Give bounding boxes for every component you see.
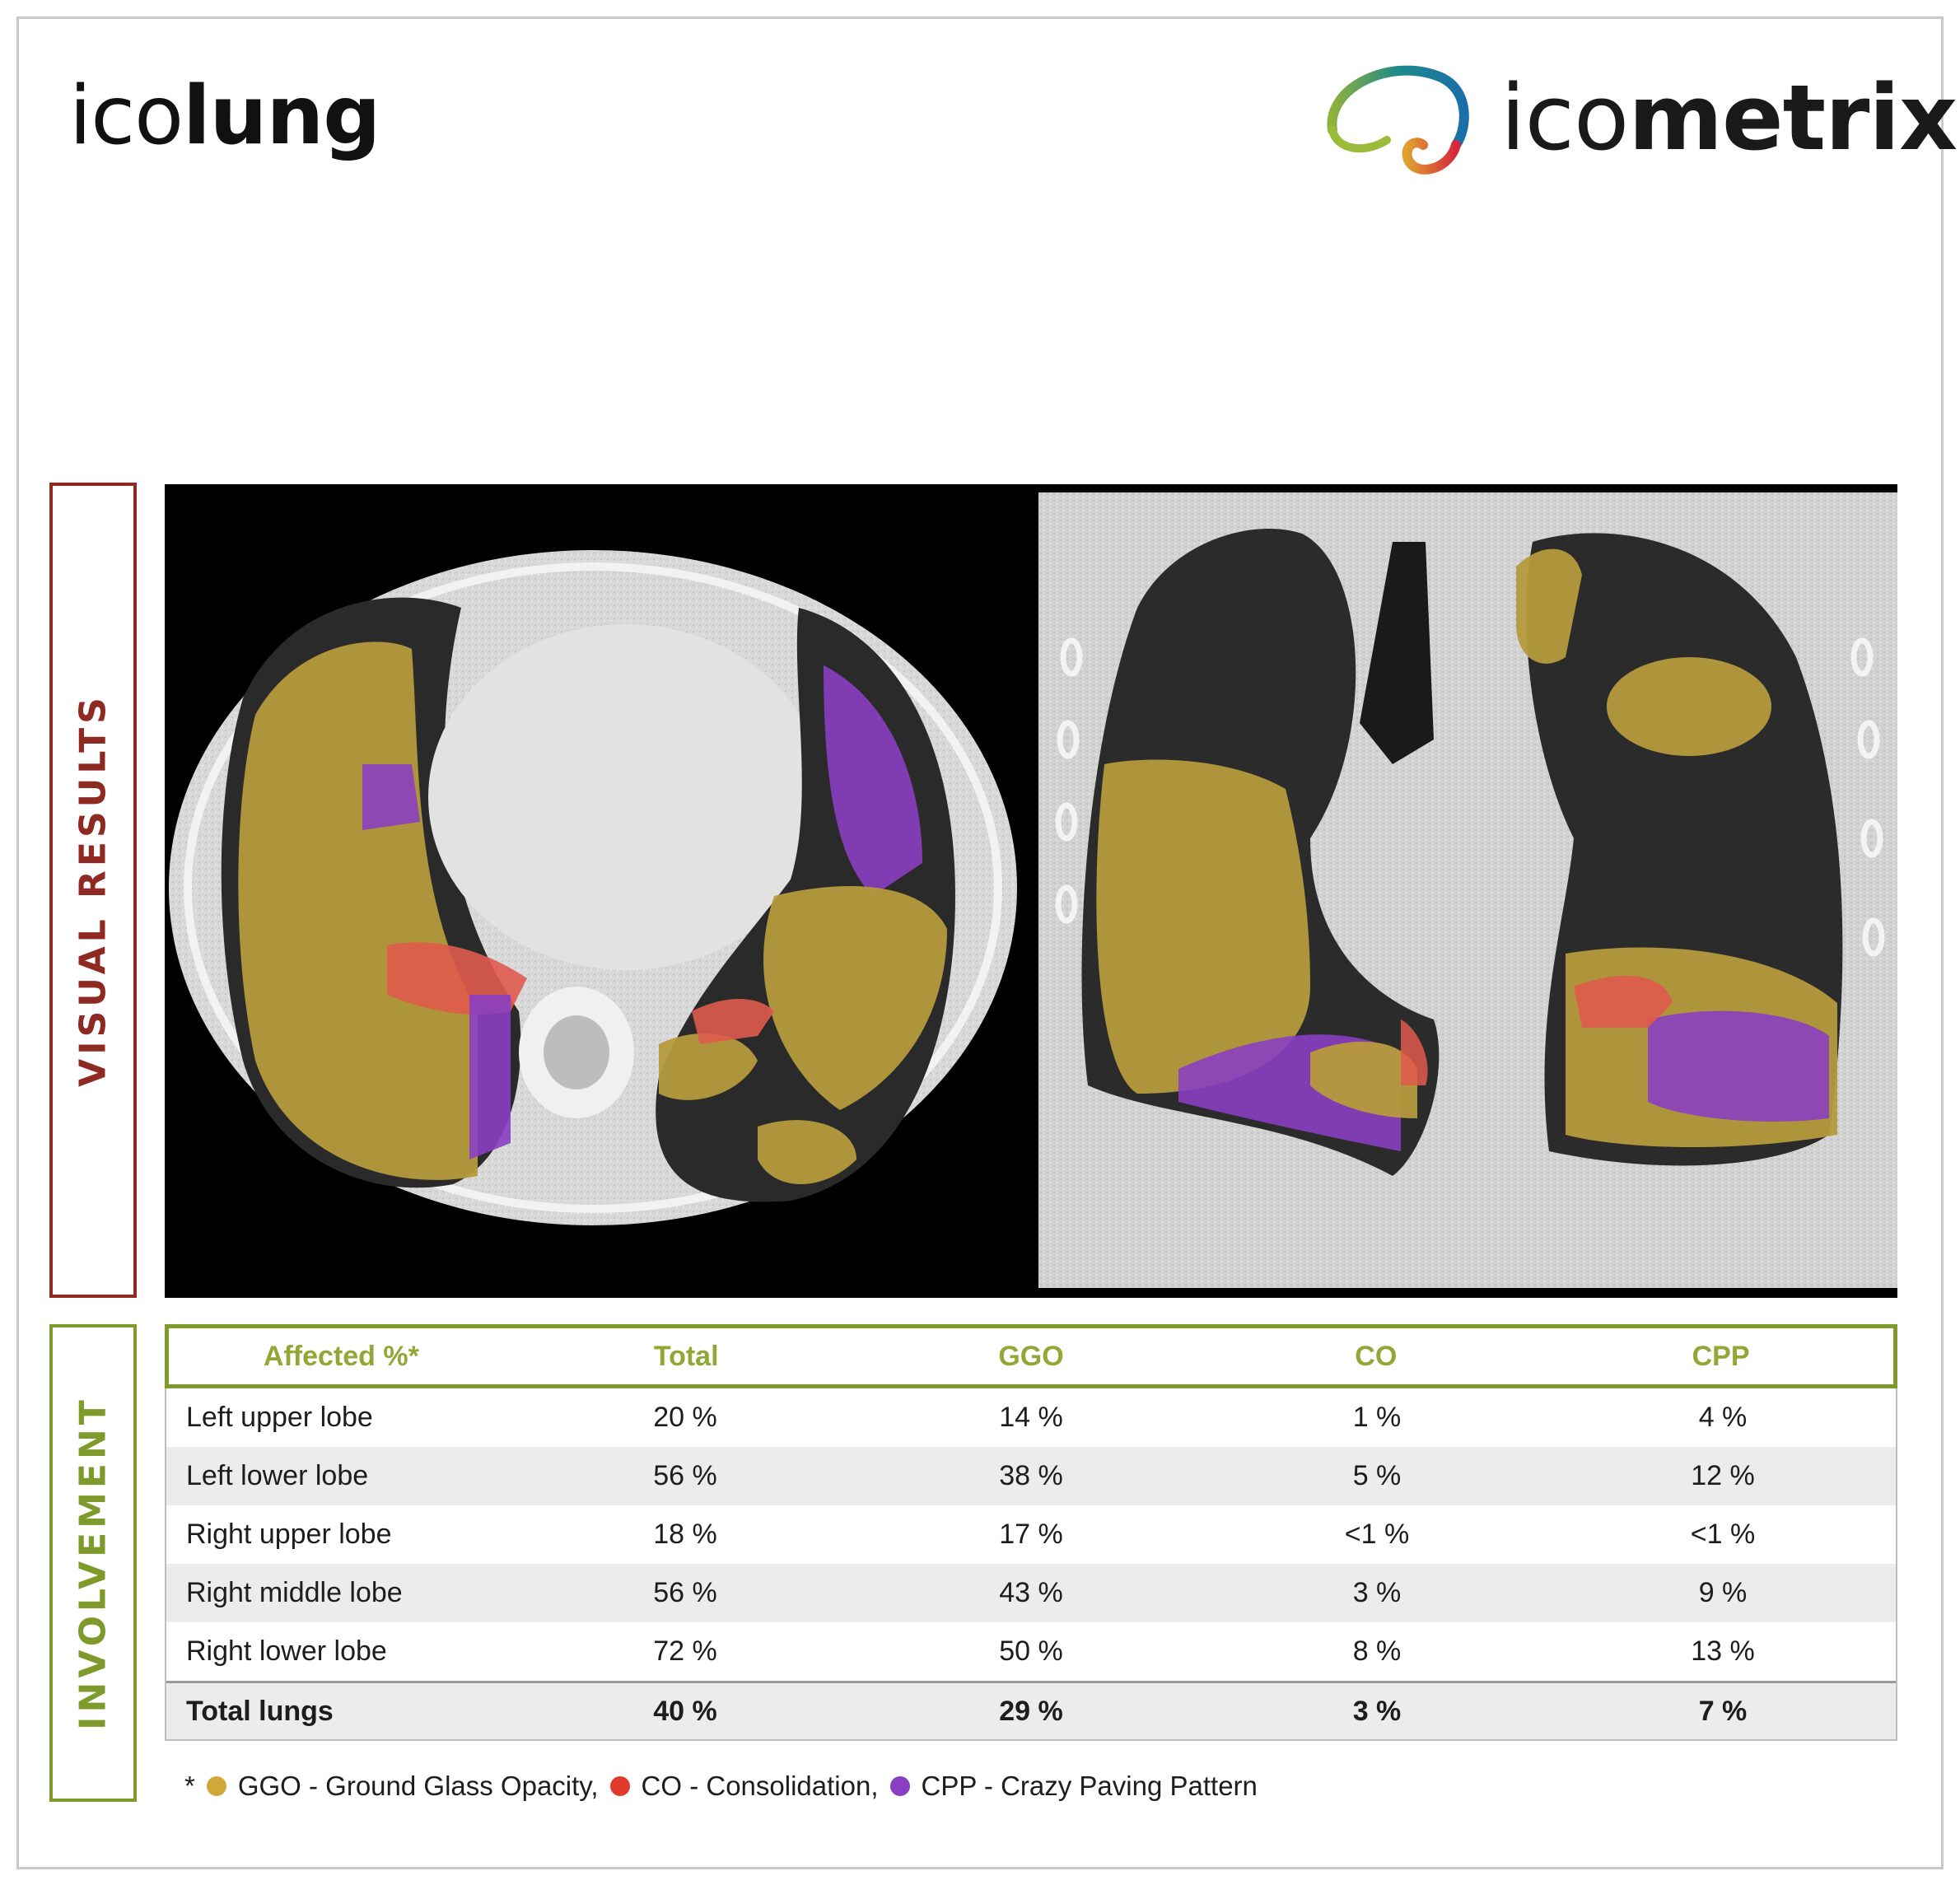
footnote-marker: *: [184, 1771, 195, 1801]
co-value: 5 %: [1352, 1460, 1402, 1491]
table-body: Left upper lobe 20 % 14 % 1 % 4 % Left l…: [165, 1388, 1897, 1741]
icometrix-logo: icometrix: [1318, 54, 1958, 186]
total-value: 56 %: [653, 1577, 717, 1608]
cpp-dot-icon: [889, 1776, 910, 1796]
co-dot-icon: [609, 1776, 630, 1796]
company-prefix: ico: [1500, 65, 1629, 170]
header-affected: Affected %*: [263, 1340, 419, 1372]
table-row: Right upper lobe 18 % 17 % <1 % <1 %: [166, 1505, 1896, 1564]
total-lungs-label: Total lungs: [186, 1695, 334, 1727]
header-total: Total: [653, 1340, 719, 1372]
axial-ct-scan-image: [165, 550, 1023, 1230]
logo-bold: lung: [183, 69, 380, 163]
legend-ggo: GGO - Ground Glass Opacity,: [237, 1771, 599, 1801]
total-lungs-total: 40 %: [653, 1695, 717, 1727]
total-value: 20 %: [653, 1402, 717, 1433]
total-lungs-co: 3 %: [1352, 1695, 1402, 1727]
involvement-label-box: INVOLVEMENT: [49, 1324, 137, 1802]
lobe-name: Left upper lobe: [186, 1402, 373, 1433]
cpp-value: 9 %: [1698, 1577, 1748, 1608]
header-ggo: GGO: [998, 1340, 1064, 1372]
table-row: Right lower lobe 72 % 50 % 8 % 13 %: [166, 1622, 1896, 1681]
icometrix-swirl-icon: [1327, 65, 1469, 175]
visual-results-label: VISUAL RESULTS: [72, 693, 114, 1087]
table-row: Right middle lobe 56 % 43 % 3 % 9 %: [166, 1564, 1896, 1622]
ggo-value: 43 %: [999, 1577, 1063, 1608]
header-cpp: CPP: [1692, 1340, 1750, 1372]
ggo-dot-icon: [206, 1776, 226, 1796]
involvement-table: Affected %* Total GGO CO CPP Left upper …: [165, 1324, 1897, 1741]
logo-prefix: ico: [69, 69, 184, 163]
company-bold: metrix: [1628, 65, 1958, 170]
lobe-name: Right upper lobe: [186, 1519, 392, 1550]
header-co: CO: [1355, 1340, 1398, 1372]
ggo-value: 14 %: [999, 1402, 1063, 1433]
table-header: Affected %* Total GGO CO CPP: [165, 1324, 1897, 1388]
legend-co: CO - Consolidation,: [641, 1771, 879, 1801]
table-total-row: Total lungs 40 % 29 % 3 % 7 %: [166, 1681, 1896, 1739]
icolung-logo: icolung: [69, 76, 380, 156]
cpp-value: 4 %: [1698, 1402, 1748, 1433]
lobe-name: Right middle lobe: [186, 1577, 403, 1608]
cpp-value: 12 %: [1691, 1460, 1755, 1491]
ggo-value: 38 %: [999, 1460, 1063, 1491]
total-value: 18 %: [653, 1519, 717, 1550]
lobe-name: Left lower lobe: [186, 1460, 369, 1491]
co-value: 1 %: [1352, 1402, 1402, 1433]
co-value: <1 %: [1344, 1519, 1410, 1550]
table-row: Left upper lobe 20 % 14 % 1 % 4 %: [166, 1388, 1896, 1447]
involvement-label: INVOLVEMENT: [72, 1396, 114, 1730]
total-lungs-ggo: 29 %: [999, 1695, 1063, 1727]
cpp-value: 13 %: [1691, 1635, 1755, 1667]
coronal-ct-scan-image: [1038, 492, 1897, 1288]
co-value: 8 %: [1352, 1635, 1402, 1667]
table-row: Left lower lobe 56 % 38 % 5 % 12 %: [166, 1447, 1896, 1505]
lobe-name: Right lower lobe: [186, 1635, 387, 1667]
total-value: 72 %: [653, 1635, 717, 1667]
legend-cpp: CPP - Crazy Paving Pattern: [921, 1771, 1258, 1801]
visual-results-label-box: VISUAL RESULTS: [49, 483, 137, 1298]
legend-footnote: * GGO - Ground Glass Opacity, CO - Conso…: [184, 1771, 1258, 1802]
ggo-value: 50 %: [999, 1635, 1063, 1667]
ggo-value: 17 %: [999, 1519, 1063, 1550]
co-value: 3 %: [1352, 1577, 1402, 1608]
total-lungs-cpp: 7 %: [1698, 1695, 1748, 1727]
total-value: 56 %: [653, 1460, 717, 1491]
cpp-value: <1 %: [1690, 1519, 1756, 1550]
